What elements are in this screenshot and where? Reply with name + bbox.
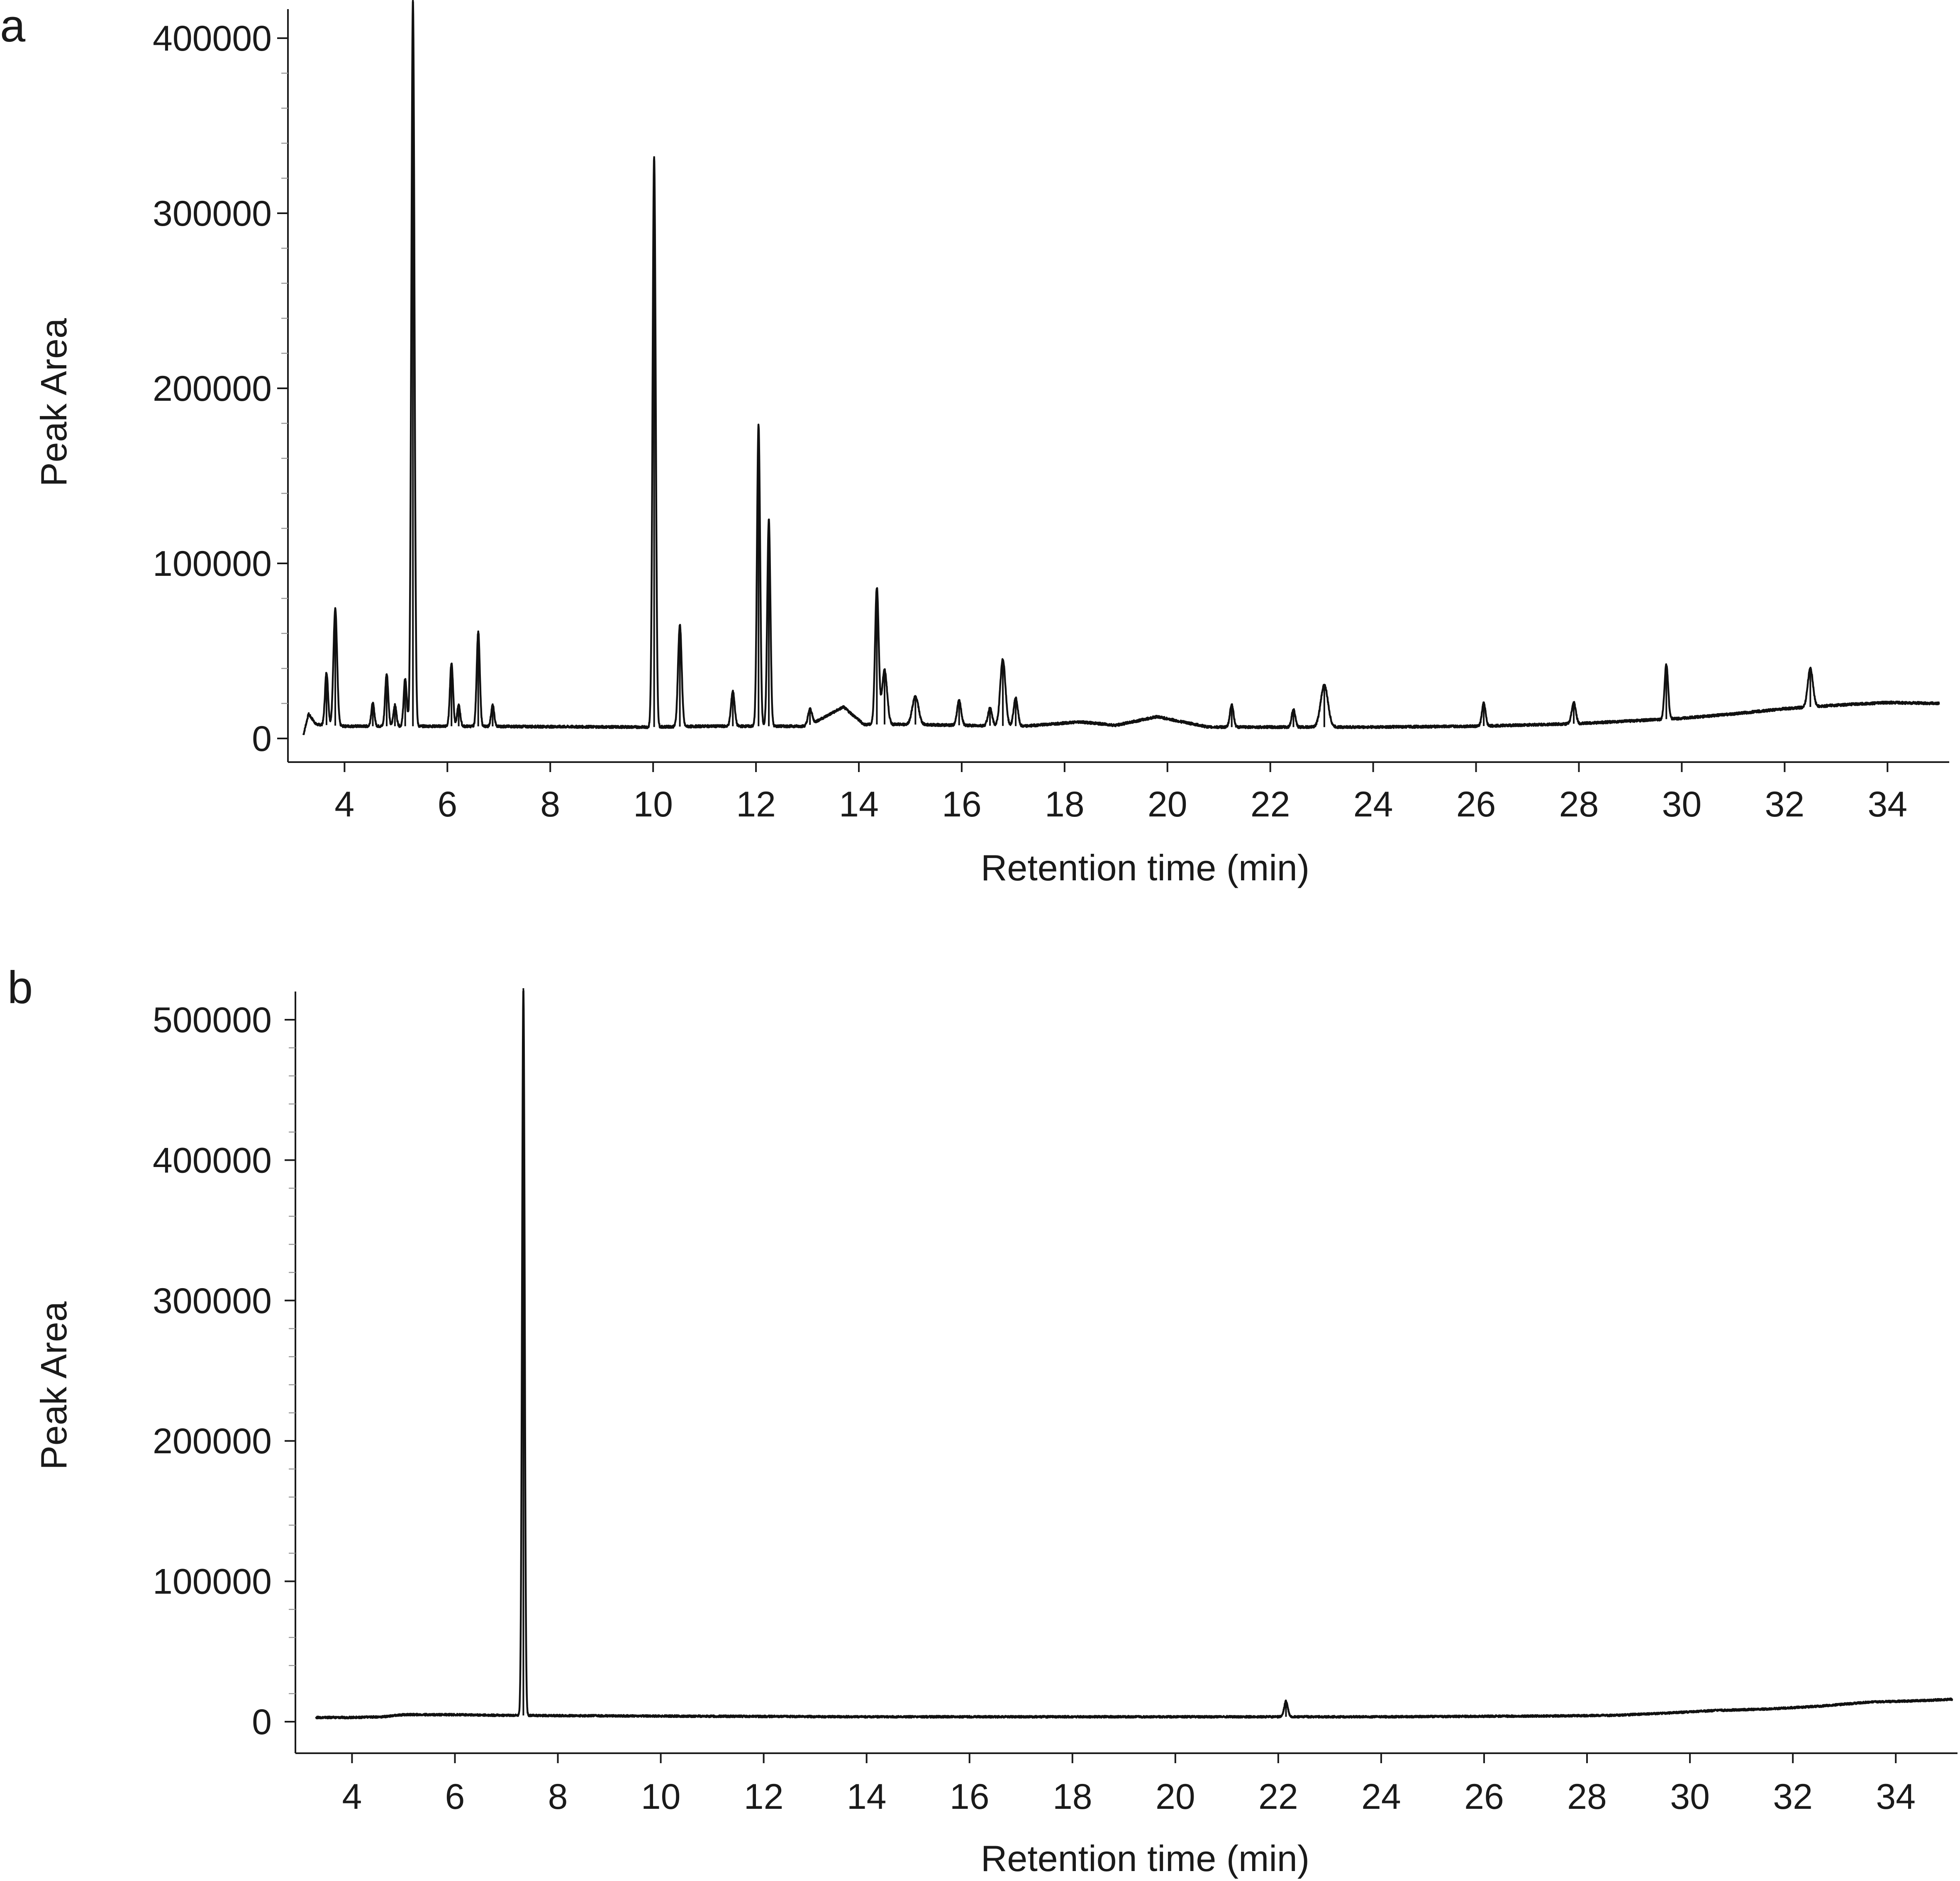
panel-b-x-axis-title: Retention time (min): [981, 1838, 1309, 1879]
x-tick-label: 16: [950, 1777, 990, 1817]
panel-a-minor-ticks: [281, 73, 288, 704]
x-tick-label: 16: [942, 785, 982, 824]
x-tick-label: 20: [1156, 1777, 1195, 1817]
y-tick-label: 300000: [153, 1281, 272, 1321]
x-tick-label: 26: [1464, 1777, 1504, 1817]
panel-b-chromatogram-trace: [315, 990, 1953, 1720]
y-tick-label: 0: [252, 1702, 272, 1742]
x-tick-label: 32: [1765, 785, 1804, 824]
y-tick-label: 200000: [153, 369, 272, 409]
x-tick-label: 22: [1258, 1777, 1298, 1817]
x-tick-label: 28: [1559, 785, 1599, 824]
y-tick-label: 100000: [153, 1562, 272, 1602]
x-tick-label: 12: [744, 1777, 784, 1817]
panel-b-minor-ticks: [289, 1047, 295, 1694]
panel-a-chart: a 0 100000 200000 300000 400000 4 6 8 10 12 14 16 1…: [0, 0, 1949, 888]
panel-a-x-ticks: 4 6 8 10 12 14 16 18 20 22 24 26 28 30 32 34: [334, 762, 1907, 824]
panel-b-chart: b 0 100000 200000 300000 400000 500000 4 6 8 10 1…: [7, 962, 1958, 1879]
y-tick-label: 100000: [153, 544, 272, 584]
x-tick-label: 6: [437, 785, 457, 824]
y-tick-label: 300000: [153, 194, 272, 234]
x-tick-label: 4: [334, 785, 354, 824]
x-tick-label: 8: [548, 1777, 568, 1817]
panel-a-y-ticks: 0 100000 200000 300000 400000: [153, 19, 288, 759]
y-tick-label: 400000: [153, 1140, 272, 1180]
x-tick-label: 34: [1867, 785, 1907, 824]
y-tick-label: 0: [252, 719, 272, 759]
x-tick-label: 20: [1148, 785, 1187, 824]
y-tick-label: 200000: [153, 1421, 272, 1461]
x-tick-label: 26: [1456, 785, 1496, 824]
panel-b-y-ticks: 0 100000 200000 300000 400000 500000: [153, 1000, 295, 1742]
panel-a-letter: a: [0, 0, 26, 51]
x-tick-label: 30: [1670, 1777, 1710, 1817]
panel-a-x-axis-title: Retention time (min): [981, 847, 1309, 888]
x-tick-label: 28: [1567, 1777, 1607, 1817]
x-tick-label: 18: [1053, 1777, 1092, 1817]
x-tick-label: 10: [641, 1777, 681, 1817]
panel-b-y-axis-title: Peak Area: [33, 1301, 74, 1470]
x-tick-label: 14: [847, 1777, 887, 1817]
x-tick-label: 30: [1662, 785, 1702, 824]
y-tick-label: 400000: [153, 19, 272, 58]
panel-a-y-axis-title: Peak Area: [33, 318, 74, 487]
x-tick-label: 34: [1876, 1777, 1916, 1817]
x-tick-label: 6: [445, 1777, 465, 1817]
panel-b-peaks: [522, 988, 1287, 1717]
x-tick-label: 22: [1251, 785, 1290, 824]
x-tick-label: 32: [1773, 1777, 1813, 1817]
x-tick-label: 24: [1361, 1777, 1401, 1817]
panel-a-peaks: [325, 0, 1811, 727]
x-tick-label: 24: [1353, 785, 1393, 824]
x-tick-label: 10: [633, 785, 673, 824]
x-tick-label: 18: [1045, 785, 1085, 824]
x-tick-label: 4: [342, 1777, 362, 1817]
panel-b-letter: b: [7, 962, 33, 1013]
x-tick-label: 14: [839, 785, 879, 824]
x-tick-label: 8: [540, 785, 560, 824]
panel-b-x-ticks: 4 6 8 10 12 14 16 18 20 22 24 26 28 30 32 34: [342, 1753, 1916, 1817]
y-tick-label: 500000: [153, 1000, 272, 1040]
x-tick-label: 12: [736, 785, 776, 824]
